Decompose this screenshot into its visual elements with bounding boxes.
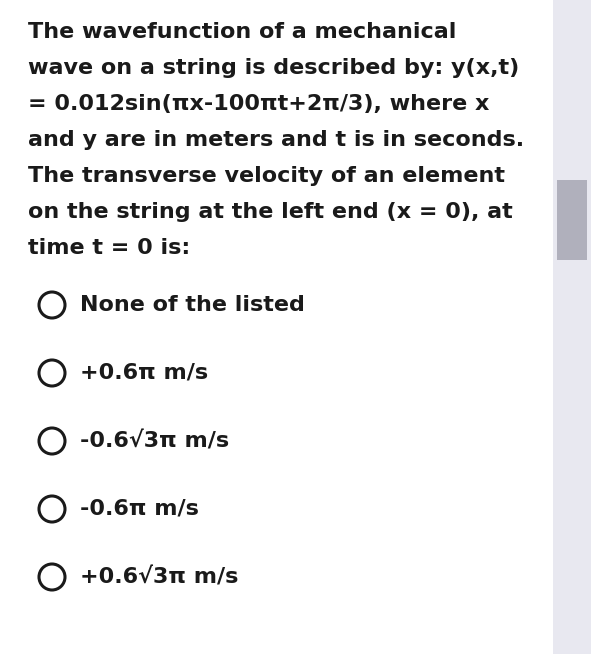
Text: on the string at the left end (x = 0), at: on the string at the left end (x = 0), a… xyxy=(28,202,513,222)
Text: -0.6√3π m/s: -0.6√3π m/s xyxy=(80,431,229,451)
Text: None of the listed: None of the listed xyxy=(80,295,305,315)
Text: = 0.012sin(πx-100πt+2π/3), where x: = 0.012sin(πx-100πt+2π/3), where x xyxy=(28,94,489,114)
Bar xyxy=(557,180,587,260)
Text: time t = 0 is:: time t = 0 is: xyxy=(28,238,190,258)
Bar xyxy=(553,0,591,654)
Text: The transverse velocity of an element: The transverse velocity of an element xyxy=(28,166,505,186)
Text: wave on a string is described by: y(x,t): wave on a string is described by: y(x,t) xyxy=(28,58,519,78)
Text: and y are in meters and t is in seconds.: and y are in meters and t is in seconds. xyxy=(28,130,524,150)
Text: +0.6π m/s: +0.6π m/s xyxy=(80,363,208,383)
Text: -0.6π m/s: -0.6π m/s xyxy=(80,499,199,519)
Text: The wavefunction of a mechanical: The wavefunction of a mechanical xyxy=(28,22,456,42)
Text: +0.6√3π m/s: +0.6√3π m/s xyxy=(80,567,238,587)
